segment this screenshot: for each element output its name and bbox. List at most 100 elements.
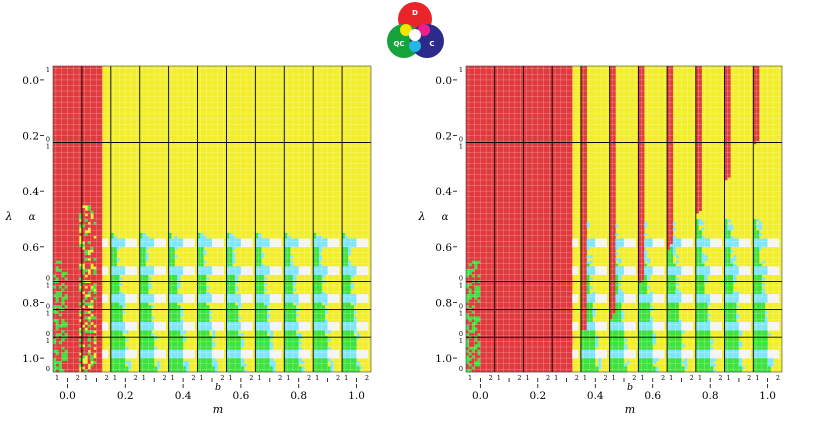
heatmap-cell xyxy=(321,269,326,273)
alpha-tick-label: 0 xyxy=(46,330,50,338)
heatmap-cell xyxy=(76,310,80,314)
heatmap-cell xyxy=(261,352,265,356)
heatmap-cell xyxy=(235,344,239,348)
heatmap-cell xyxy=(347,305,352,309)
heatmap-cell xyxy=(96,246,100,250)
heatmap-cell xyxy=(177,346,181,351)
heatmap-cell xyxy=(55,321,60,326)
heatmap-cell xyxy=(246,238,250,242)
heatmap-cell xyxy=(93,68,97,72)
heatmap-cell xyxy=(232,246,236,250)
heatmap-cell xyxy=(209,310,213,314)
heatmap-cell xyxy=(96,252,100,256)
heatmap-cell xyxy=(266,296,271,300)
heatmap-cell xyxy=(139,291,143,295)
heatmap-cell xyxy=(79,294,83,298)
heatmap-cell xyxy=(197,277,201,281)
heatmap-cell xyxy=(229,344,233,348)
heatmap-cell xyxy=(96,210,100,214)
heatmap-cell xyxy=(81,313,86,317)
heatmap-cell xyxy=(471,327,475,331)
heatmap-cell xyxy=(266,349,271,353)
heatmap-cell xyxy=(142,294,146,298)
heatmap-cell xyxy=(264,341,268,345)
heatmap-cell xyxy=(96,188,100,192)
heatmap-cell xyxy=(61,166,65,170)
heatmap-cell xyxy=(471,135,475,139)
heatmap-cell xyxy=(87,77,91,81)
heatmap-cell xyxy=(70,263,74,267)
heatmap-cell xyxy=(168,321,172,326)
heatmap-cell xyxy=(142,263,146,267)
heatmap-cell xyxy=(321,321,326,326)
heatmap-cell xyxy=(307,327,311,331)
heatmap-cell xyxy=(145,246,149,250)
heatmap-cell xyxy=(58,207,62,211)
heatmap-cell xyxy=(58,219,62,223)
heatmap-cell xyxy=(229,360,233,364)
heatmap-cell xyxy=(287,355,291,359)
heatmap-cell xyxy=(200,355,204,359)
heatmap-cell xyxy=(209,324,213,328)
heatmap-cell xyxy=(55,157,60,161)
heatmap-cell xyxy=(55,71,60,75)
heatmap-cell xyxy=(171,366,175,370)
heatmap-cell xyxy=(87,146,91,150)
heatmap-cell xyxy=(90,143,94,147)
heatmap-cell xyxy=(73,66,77,70)
heatmap-cell xyxy=(212,244,216,248)
heatmap-cell xyxy=(110,321,115,326)
heatmap-cell xyxy=(154,327,158,331)
heatmap-cell xyxy=(93,238,97,242)
heatmap-cell xyxy=(353,296,357,300)
heatmap-cell xyxy=(61,121,65,125)
heatmap-cell xyxy=(145,271,149,275)
heatmap-cell xyxy=(58,263,62,267)
heatmap-cell xyxy=(154,366,158,370)
heatmap-cell xyxy=(87,202,91,206)
heatmap-cell xyxy=(87,102,91,106)
heatmap-cell xyxy=(318,330,323,334)
heatmap-cell xyxy=(171,302,175,306)
heatmap-cell xyxy=(292,313,297,317)
heatmap-cell xyxy=(353,338,357,342)
heatmap-cell xyxy=(226,344,230,348)
heatmap-cell xyxy=(67,271,71,275)
heatmap-cell xyxy=(79,213,83,217)
heatmap-cell xyxy=(93,135,97,139)
heatmap-cell xyxy=(347,260,352,264)
heatmap-cell xyxy=(471,138,475,142)
legend-label-d: D xyxy=(412,9,418,17)
heatmap-cell xyxy=(64,157,68,161)
heatmap-cell xyxy=(474,191,478,195)
heatmap-cell xyxy=(73,157,77,161)
heatmap-cell xyxy=(206,363,210,367)
heatmap-cell xyxy=(116,246,120,250)
heatmap-cell xyxy=(64,360,68,364)
heatmap-cell xyxy=(58,107,62,111)
heatmap-cell xyxy=(200,349,204,353)
heatmap-cell xyxy=(99,74,103,78)
heatmap-cell xyxy=(220,271,224,275)
heatmap-cell xyxy=(344,255,349,259)
heatmap-cell xyxy=(232,296,236,300)
heatmap-cell xyxy=(64,252,68,256)
heatmap-cell xyxy=(113,296,117,300)
heatmap-cell xyxy=(284,246,288,250)
heatmap-cell xyxy=(90,235,94,239)
heatmap-cell xyxy=(330,366,334,370)
heatmap-cell xyxy=(468,138,473,142)
heatmap-cell xyxy=(148,363,152,367)
heatmap-cell xyxy=(295,344,300,348)
heatmap-cell xyxy=(58,244,62,248)
heatmap-cell xyxy=(87,246,91,250)
heatmap-cell xyxy=(287,360,291,364)
heatmap-cell xyxy=(64,294,68,298)
heatmap-cell xyxy=(122,341,126,345)
heatmap-cell xyxy=(471,163,475,167)
heatmap-cell xyxy=(70,255,74,259)
heatmap-cell xyxy=(333,269,337,273)
heatmap-cell xyxy=(122,360,126,364)
heatmap-cell xyxy=(284,277,288,281)
heatmap-cell xyxy=(93,160,97,164)
